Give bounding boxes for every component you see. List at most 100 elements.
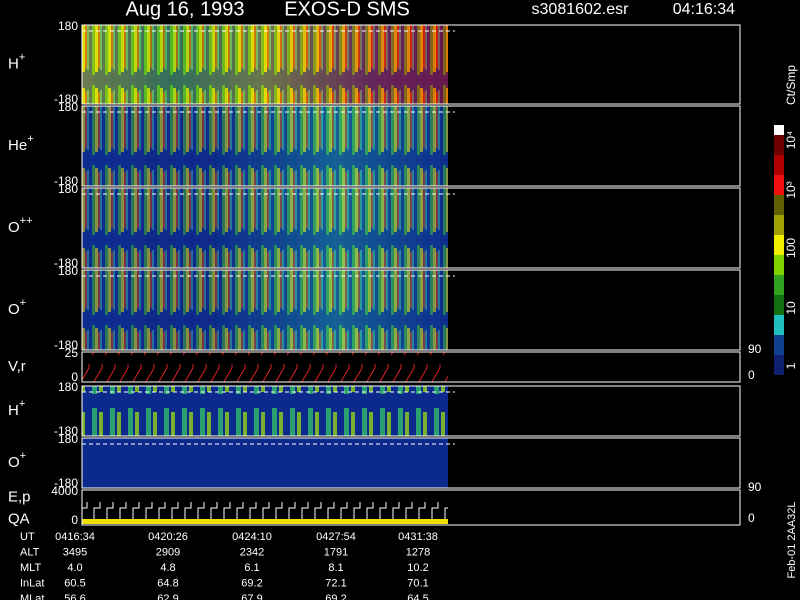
date-title: Aug 16, 1993 [126, 0, 245, 20]
tick-label: 180 [58, 182, 78, 196]
label-text: H [8, 55, 19, 72]
footer-value: 64.5 [407, 593, 428, 600]
footer-value: 6.1 [244, 562, 259, 574]
panel-label: E,p [8, 488, 31, 505]
footer-value: 4.0 [67, 562, 82, 574]
spectrogram [82, 438, 448, 488]
footer-label: ALT [20, 546, 40, 558]
tick-label: 0 [71, 370, 78, 384]
panel-frame [81, 24, 741, 105]
label-charge: + [27, 133, 33, 145]
right-tick-label: 90 [748, 480, 762, 494]
tick-label: -180 [54, 174, 78, 188]
footer-value: 69.2 [241, 577, 262, 589]
footer-value: 70.1 [407, 577, 428, 589]
footer-label: MLT [20, 562, 41, 574]
tick-label: -180 [54, 256, 78, 270]
colorbar [774, 125, 784, 375]
footer-value: 72.1 [325, 577, 346, 589]
footer-value: 0424:10 [232, 531, 272, 543]
footer-value: 67.9 [241, 593, 262, 600]
footer-value: 4.8 [160, 562, 175, 574]
footer-value: 2909 [156, 546, 180, 558]
label-charge: + [20, 450, 26, 462]
tick-label: -180 [54, 92, 78, 106]
tick-label: -180 [54, 338, 78, 352]
instrument-title: EXOS-D SMS [284, 0, 410, 20]
label-charge: + [20, 297, 26, 309]
footer-label: UT [20, 531, 35, 543]
panel-label: V,r [8, 358, 26, 375]
footer-value: 10.2 [407, 562, 428, 574]
footer-label: InLat [20, 577, 44, 589]
label-text: O [8, 301, 20, 318]
colorbar-label: 10 [784, 301, 798, 315]
panel-label: H+ [8, 51, 25, 72]
footer-value: 1278 [406, 546, 430, 558]
label-text: O [8, 219, 20, 236]
tick-label: 4000 [51, 484, 78, 498]
spectrogram-overlay [82, 188, 448, 268]
tick-label: -180 [54, 476, 78, 490]
colorbar-label: 1 [784, 362, 798, 369]
label-text: He [8, 137, 27, 154]
label-text: H [8, 402, 19, 419]
spectrogram-overlay [82, 106, 448, 186]
footer-value: 8.1 [328, 562, 343, 574]
label-charge: + [19, 51, 25, 63]
right-tick-label: 0 [748, 511, 755, 525]
qa-bar [82, 519, 448, 524]
tick-label: 25 [65, 346, 79, 360]
label-text: E,p [8, 488, 31, 505]
panel-frame [81, 105, 741, 187]
spectrogram [82, 386, 448, 436]
footer-value: 0420:26 [148, 531, 188, 543]
footer-label: MLat [20, 593, 44, 600]
colorbar-label: 100 [784, 238, 798, 258]
footer-value: 2342 [240, 546, 264, 558]
spectrogram-overlay [82, 270, 448, 350]
tick-label: 180 [58, 380, 78, 394]
footer-value: 60.5 [64, 577, 85, 589]
footer-value: 64.8 [157, 577, 178, 589]
colorbar-label: 10³ [784, 181, 798, 198]
panel-label: O+ [8, 450, 26, 471]
right-tick-label: 90 [748, 342, 762, 356]
tick-label: 180 [58, 19, 78, 33]
footer-value: 69.2 [325, 593, 346, 600]
time: 04:16:34 [673, 1, 735, 18]
label-charge: + [19, 398, 25, 410]
right-tick-label: 0 [748, 368, 755, 382]
tick-label: 0 [71, 513, 78, 527]
panel-frame [81, 351, 741, 383]
file-name: s3081602.esr [532, 1, 630, 18]
footer-value: 62.9 [157, 593, 178, 600]
tick-label: 180 [58, 264, 78, 278]
footer-value: 0416:34 [55, 531, 95, 543]
label-text: O [8, 454, 20, 471]
panel-label: QA [8, 510, 30, 527]
footer-value: 1791 [324, 546, 348, 558]
label-charge: ++ [20, 215, 33, 227]
colorbar-unit: Ct/Smp [784, 65, 798, 105]
panel-label: H+ [8, 398, 25, 419]
panel-frame [81, 489, 741, 526]
colorbar-label: 10⁴ [784, 131, 798, 150]
panel-label: O++ [8, 215, 33, 236]
label-text: V,r [8, 358, 26, 375]
panel-frame [81, 269, 741, 351]
panel-frame [81, 437, 741, 489]
footer-value: 3495 [63, 546, 87, 558]
side-note: Feb-01 2AA32L [786, 501, 798, 578]
panel-label: O+ [8, 297, 26, 318]
footer-value: 0427:54 [316, 531, 356, 543]
tick-label: 180 [58, 432, 78, 446]
panel-frame [81, 187, 741, 269]
spectrogram-overlay [82, 352, 448, 382]
footer-value: 0431:38 [398, 531, 438, 543]
footer-value: 56.6 [64, 593, 85, 600]
panel-frame [81, 385, 741, 437]
panel-label: He+ [8, 133, 34, 154]
tick-label: -180 [54, 424, 78, 438]
